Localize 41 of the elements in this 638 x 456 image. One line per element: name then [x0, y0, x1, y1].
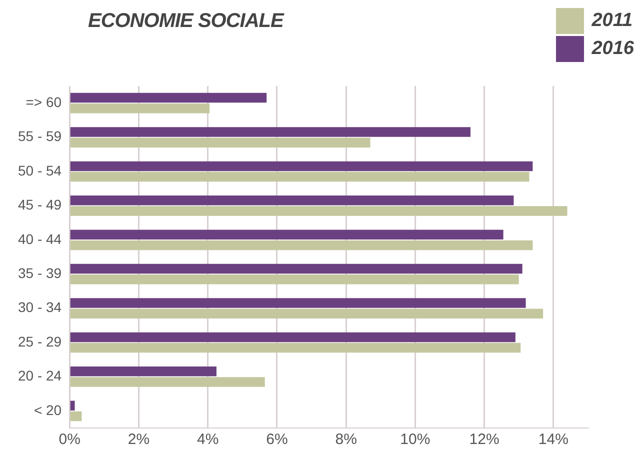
chart-title: ECONOMIE SOCIALE	[88, 10, 284, 33]
bar	[70, 240, 533, 250]
bar	[70, 161, 533, 172]
bar	[70, 298, 526, 308]
bar	[70, 332, 516, 342]
x-tick-label: 2%	[128, 431, 150, 448]
y-tick-label: 20 - 24	[18, 368, 62, 384]
legend-label: 2011	[592, 10, 633, 32]
bar	[70, 230, 504, 240]
y-tick-label: 40 - 44	[18, 230, 62, 247]
bar	[70, 366, 216, 376]
bar	[70, 172, 530, 182]
bar	[70, 206, 568, 216]
bar	[70, 377, 265, 387]
y-tick-label: 45 - 49	[18, 196, 62, 213]
bar	[70, 104, 210, 114]
bar	[70, 138, 370, 148]
y-tick-label: < 20	[34, 402, 62, 418]
y-tick-label: 50 - 54	[18, 162, 62, 178]
x-tick-label: 12%	[469, 431, 500, 448]
y-tick-label: 25 - 29	[18, 333, 62, 350]
bar	[70, 274, 519, 284]
y-tick-label: => 60	[26, 94, 62, 110]
x-tick-label: 0%	[58, 431, 80, 448]
bar	[70, 411, 82, 422]
y-tick-label: 35 - 39	[18, 264, 62, 281]
bar	[70, 400, 75, 410]
x-tick-label: 6%	[266, 431, 288, 448]
bar	[70, 342, 521, 353]
x-tick-label: 10%	[400, 431, 430, 448]
bar	[70, 127, 470, 137]
x-tick-label: 8%	[335, 431, 357, 448]
y-tick-label: 30 - 34	[18, 299, 62, 316]
legend-label: 2016	[592, 38, 634, 60]
bar	[70, 196, 514, 206]
bar	[70, 92, 267, 103]
bar	[70, 264, 522, 274]
bar	[70, 308, 544, 318]
y-tick-label: 55 - 59	[18, 128, 62, 144]
x-tick-label: 4%	[196, 431, 219, 448]
x-tick-label: 14%	[538, 431, 568, 448]
